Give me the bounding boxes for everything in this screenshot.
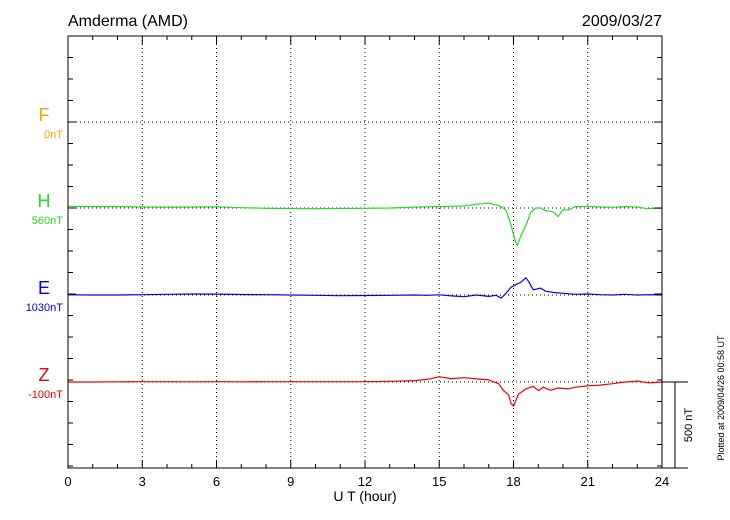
x-tick-label: 12 xyxy=(358,474,372,489)
x-tick-label: 21 xyxy=(581,474,595,489)
component-letter-z: Z xyxy=(39,365,50,385)
component-labels: F 0nT H 560nT E 1030nT Z -100nT xyxy=(26,105,64,401)
component-letter-h: H xyxy=(38,191,51,211)
component-letter-e: E xyxy=(38,278,50,298)
x-tick-label: 9 xyxy=(287,474,294,489)
x-tick-label: 3 xyxy=(139,474,146,489)
series-line-z xyxy=(68,376,663,407)
x-tick-label: 0 xyxy=(64,474,71,489)
component-baseline-e: 1030nT xyxy=(26,302,64,314)
component-baseline-f: 0nT xyxy=(44,129,63,141)
axis-ticks xyxy=(67,35,663,468)
plotted-at-note: Plotted at 2009/04/26 00:58 UT xyxy=(716,335,726,461)
station-title: Amderma (AMD) xyxy=(68,13,188,30)
scale-bar-label: 500 nT xyxy=(683,408,695,443)
x-tick-labels: 0 3 6 9 12 15 18 21 24 xyxy=(64,474,669,489)
component-baseline-h: 560nT xyxy=(32,215,63,227)
component-letter-f: F xyxy=(39,105,50,125)
series-line-h xyxy=(67,202,662,247)
series-line-e xyxy=(67,277,663,299)
x-axis-title: U T (hour) xyxy=(333,488,396,504)
x-tick-label: 6 xyxy=(213,474,220,489)
x-tick-label: 18 xyxy=(506,474,520,489)
series-lines xyxy=(67,202,663,407)
x-tick-label: 15 xyxy=(432,474,446,489)
chart-date: 2009/03/27 xyxy=(582,13,662,30)
plot-grid xyxy=(68,36,662,468)
x-tick-label: 24 xyxy=(655,474,669,489)
component-baseline-z: -100nT xyxy=(28,389,63,401)
scale-bar: 500 nT xyxy=(662,381,695,469)
